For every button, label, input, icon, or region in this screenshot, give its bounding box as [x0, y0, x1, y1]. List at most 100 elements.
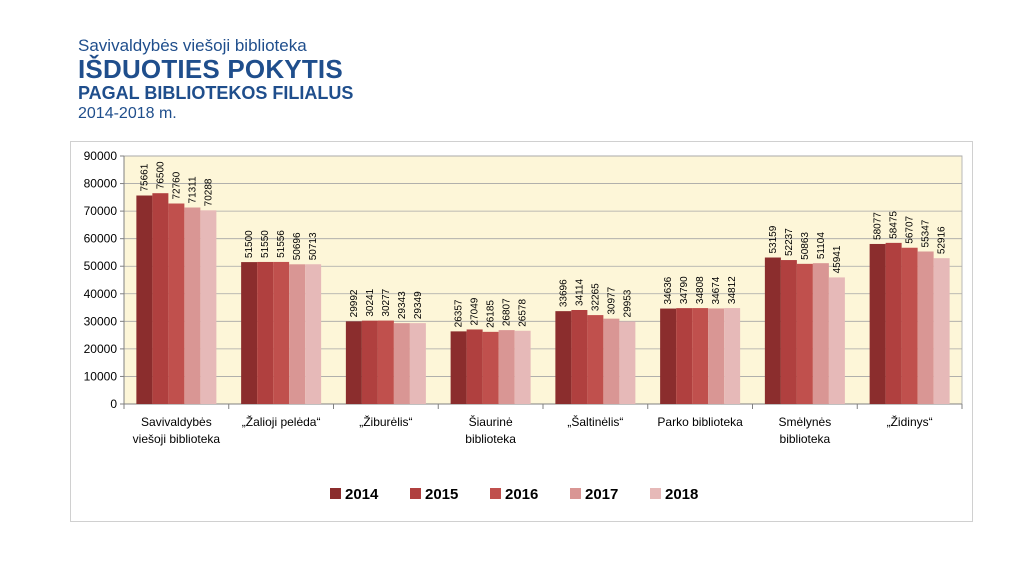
data-label: 33696 [558, 279, 569, 307]
data-label: 58475 [889, 211, 900, 239]
bar [200, 210, 217, 404]
bar [676, 308, 693, 404]
bar [482, 331, 499, 404]
data-label: 51104 [816, 232, 827, 260]
bar [933, 258, 950, 404]
y-tick-label: 10000 [84, 369, 118, 383]
data-label: 50863 [800, 232, 811, 260]
bar [555, 311, 572, 404]
data-label: 32265 [590, 283, 601, 311]
organization-name: Savivaldybės viešoji biblioteka [78, 36, 307, 55]
data-label: 27049 [470, 297, 481, 325]
category-label: viešoji biblioteka [133, 432, 221, 446]
bar [796, 263, 813, 404]
category-label: Savivaldybės [141, 415, 212, 429]
category-label: Šiaurinė [469, 414, 513, 429]
y-tick-label: 40000 [84, 287, 118, 301]
bar [587, 315, 604, 404]
data-label: 45941 [832, 245, 843, 273]
bar [498, 330, 515, 404]
bar [289, 264, 306, 404]
bar [514, 330, 531, 404]
year-range: 2014-2018 m. [78, 105, 177, 122]
data-label: 29992 [349, 289, 360, 317]
bar [828, 277, 845, 404]
bar [409, 323, 426, 404]
data-label: 34674 [711, 276, 722, 304]
bar [393, 323, 410, 404]
bar [241, 262, 258, 404]
data-label: 34808 [695, 276, 706, 304]
bar [692, 308, 709, 404]
data-label: 56707 [905, 215, 916, 243]
y-tick-label: 50000 [84, 259, 118, 273]
data-label: 29953 [622, 289, 633, 317]
data-label: 52237 [784, 228, 795, 256]
bar [901, 247, 918, 404]
bar [361, 320, 378, 404]
legend-swatch [330, 488, 341, 499]
category-label: „Šaltinėlis“ [567, 414, 623, 429]
bar [377, 320, 394, 404]
category-label: Parko biblioteka [657, 415, 743, 429]
category-label: biblioteka [780, 432, 831, 446]
bar [257, 261, 274, 404]
legend-label: 2017 [585, 486, 618, 503]
category-label: „Židinys“ [887, 414, 933, 429]
y-tick-label: 30000 [84, 314, 118, 328]
bar [724, 308, 741, 404]
y-tick-label: 60000 [84, 232, 118, 246]
bar [603, 318, 620, 404]
data-label: 34790 [679, 276, 690, 304]
y-tick-label: 90000 [84, 149, 118, 163]
y-tick-label: 0 [110, 397, 117, 411]
category-label: Smėlynės [779, 415, 832, 429]
data-label: 51556 [276, 230, 287, 258]
legend-swatch [650, 488, 661, 499]
bar [571, 309, 588, 404]
legend-label: 2016 [505, 486, 538, 503]
data-label: 26807 [502, 298, 513, 326]
data-label: 34636 [663, 276, 674, 304]
data-label: 26357 [454, 299, 465, 327]
bar [869, 243, 886, 404]
data-label: 51550 [260, 230, 271, 258]
bar [136, 195, 153, 404]
header: Savivaldybės viešoji biblioteka IŠDUOTIE… [78, 36, 353, 123]
bar [660, 308, 677, 404]
category-label: biblioteka [465, 432, 516, 446]
data-label: 30277 [381, 288, 392, 316]
data-label: 71311 [187, 176, 198, 204]
bar [168, 203, 185, 404]
data-label: 72760 [171, 171, 182, 199]
bar [305, 264, 322, 404]
data-label: 34812 [727, 276, 738, 304]
y-tick-label: 20000 [84, 342, 118, 356]
category-label: „Žalioji pelėda“ [242, 414, 321, 429]
bar [345, 321, 362, 404]
data-label: 58077 [873, 212, 884, 240]
data-label: 53159 [768, 225, 779, 253]
legend-swatch [410, 488, 421, 499]
bar [152, 193, 169, 404]
bar [764, 257, 781, 404]
data-label: 26578 [518, 299, 529, 327]
data-label: 52916 [937, 226, 948, 254]
y-tick-label: 80000 [84, 177, 118, 191]
data-label: 55347 [921, 219, 932, 247]
data-label: 76500 [155, 161, 166, 189]
bar [273, 261, 290, 404]
bar [466, 329, 483, 404]
data-label: 50713 [308, 232, 319, 260]
bar [708, 308, 725, 404]
data-label: 70288 [203, 178, 214, 206]
data-label: 29349 [413, 291, 424, 319]
data-label: 50696 [292, 232, 303, 260]
data-label: 34114 [574, 278, 585, 306]
bar [780, 260, 797, 404]
legend-label: 2014 [345, 486, 379, 503]
legend-label: 2018 [665, 486, 698, 503]
data-label: 30977 [606, 286, 617, 314]
data-label: 75661 [139, 163, 150, 191]
